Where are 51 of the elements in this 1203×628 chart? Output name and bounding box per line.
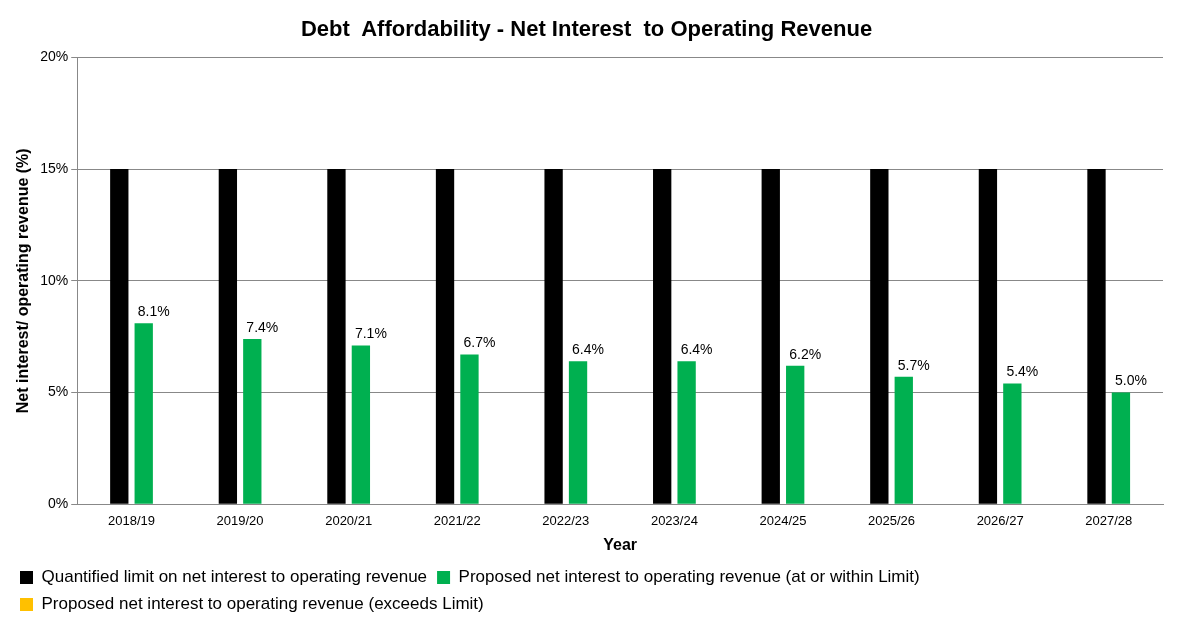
bar <box>435 169 455 504</box>
x-tick-label: 2019/20 <box>216 512 264 528</box>
legend-label: Proposed net interest to operating revenue (at or within Limit) <box>458 567 920 587</box>
chart-title: Debt Affordability - Net Interest to Operating Revenue <box>300 16 873 42</box>
bar <box>761 169 780 504</box>
y-tick-label: 15% <box>40 159 69 176</box>
data-label: 5.0% <box>1114 372 1147 389</box>
bar <box>894 376 913 504</box>
bar <box>351 345 371 504</box>
bar <box>110 169 129 504</box>
x-tick-label: 2022/23 <box>542 512 590 528</box>
data-label: 8.1% <box>137 303 170 320</box>
x-tick-label: 2025/26 <box>868 512 916 528</box>
x-tick-label: 2026/27 <box>976 512 1024 528</box>
x-tick-label: 2018/19 <box>108 512 156 528</box>
bar <box>870 169 889 504</box>
y-tick-label: 20% <box>40 48 69 65</box>
x-axis-title: Year <box>603 535 638 553</box>
bar <box>1111 392 1131 504</box>
data-label: 7.1% <box>354 325 387 342</box>
bar <box>544 169 563 504</box>
bar <box>218 169 238 504</box>
bar <box>134 323 153 504</box>
data-label: 6.7% <box>463 334 496 351</box>
y-tick-label: 10% <box>40 271 69 288</box>
data-label: 6.4% <box>680 341 713 358</box>
bar <box>677 361 696 504</box>
data-label: 7.4% <box>246 318 279 335</box>
data-label: 6.4% <box>572 341 604 358</box>
x-tick-label: 2021/22 <box>433 512 481 528</box>
bar <box>243 338 262 504</box>
bar <box>978 169 998 504</box>
legend-label: Proposed net interest to operating revenue (exceeds Limit) <box>41 594 484 614</box>
x-tick-label: 2027/28 <box>1085 512 1133 528</box>
bar <box>1003 383 1022 504</box>
y-tick-label: 0% <box>47 495 69 512</box>
bar <box>568 361 588 504</box>
y-tick-label: 5% <box>47 383 69 400</box>
bar <box>460 354 479 504</box>
x-tick-label: 2023/24 <box>650 512 698 528</box>
y-axis-title: Net interest/ operating revenue (%) <box>14 148 32 414</box>
bar <box>653 169 672 504</box>
bar <box>327 169 346 504</box>
legend-label: Quantified limit on net interest to operating revenue <box>41 567 428 587</box>
x-tick-label: 2020/21 <box>325 512 373 528</box>
bar <box>786 365 805 504</box>
data-label: 6.2% <box>789 345 822 362</box>
data-label: 5.4% <box>1006 363 1039 380</box>
data-label: 5.7% <box>897 356 930 373</box>
x-tick-label: 2024/25 <box>759 512 807 528</box>
bar <box>1087 169 1106 504</box>
